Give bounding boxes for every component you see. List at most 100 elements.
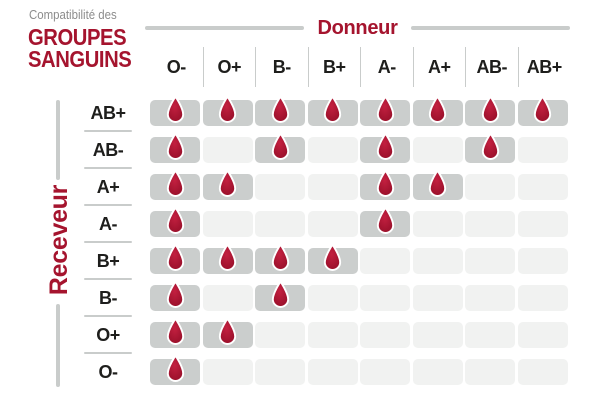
cell-receiver-B+-donor-A--incompatible — [360, 248, 410, 274]
receiver-row-label-B+: B+ — [96, 250, 120, 271]
donor-axis-line-right — [410, 26, 570, 30]
blood-drop-icon — [323, 243, 342, 271]
cell-receiver-A+-donor-A+-compatible — [412, 169, 463, 200]
cell-receiver-O+-donor-O+-compatible — [202, 317, 253, 348]
cell-receiver-O--donor-AB--incompatible — [465, 359, 515, 385]
blood-drop-icon — [166, 169, 184, 197]
cell-receiver-A--donor-B--incompatible — [255, 211, 305, 237]
cell-receiver-AB--donor-O+-incompatible — [202, 137, 253, 163]
receiver-row-label-B-: B- — [99, 287, 118, 308]
cell-receiver-B+-donor-O+-compatible — [202, 243, 253, 274]
donor-col-header-O+: O+ — [202, 47, 256, 87]
cell-receiver-O+-donor-A--incompatible — [360, 322, 410, 348]
blood-drop-icon — [481, 95, 499, 123]
cell-receiver-AB--donor-B+-incompatible — [307, 137, 358, 163]
cell-receiver-B--donor-AB--incompatible — [465, 285, 515, 311]
blood-drop-icon — [481, 132, 499, 160]
cell-receiver-AB+-donor-O+-compatible — [202, 95, 253, 126]
cell-receiver-AB+-donor-A+-compatible — [412, 95, 463, 126]
donor-col-header-B-: B- — [255, 47, 308, 87]
row-label-separator — [84, 315, 132, 317]
cell-receiver-B+-donor-AB--incompatible — [465, 248, 515, 274]
donor-col-header-AB-: AB- — [465, 47, 518, 87]
blood-drop-icon — [166, 95, 184, 123]
row-label-separator — [84, 241, 132, 243]
blood-drop-icon — [218, 243, 237, 271]
donor-axis-label: Donneur — [317, 16, 398, 39]
cell-receiver-O--donor-O+-incompatible — [202, 359, 253, 385]
cell-receiver-B+-donor-B--compatible — [255, 243, 305, 274]
donor-col-header-B+: B+ — [307, 47, 361, 87]
blood-drop-icon — [166, 317, 184, 345]
receiver-row-label-A+: A+ — [96, 176, 120, 197]
donor-axis-header: Donneur — [145, 15, 570, 41]
blood-drop-icon — [271, 280, 289, 308]
cell-receiver-B--donor-A--incompatible — [360, 285, 410, 311]
cell-receiver-O--donor-B+-incompatible — [307, 359, 358, 385]
donor-col-header-O-: O- — [166, 56, 186, 77]
cell-receiver-AB+-donor-AB+-compatible — [517, 95, 568, 126]
chart-subtitle-text: Compatibilité des — [29, 7, 117, 22]
donor-axis-line-left — [145, 26, 305, 30]
blood-drop-icon — [376, 95, 394, 123]
cell-receiver-B--donor-A+-incompatible — [412, 285, 463, 311]
compatibility-grid — [150, 95, 568, 385]
cell-receiver-AB+-donor-A--compatible — [360, 95, 410, 126]
row-label-separator — [84, 352, 132, 354]
cell-receiver-AB--donor-A+-incompatible — [412, 137, 463, 163]
row-label-separator — [84, 278, 132, 280]
cell-receiver-A--donor-A+-incompatible — [412, 211, 463, 237]
chart-title-line1: GROUPES — [28, 24, 140, 51]
blood-drop-icon — [376, 206, 394, 234]
receiver-row-label-AB+: AB+ — [90, 102, 126, 123]
cell-receiver-AB--donor-O--compatible — [150, 132, 200, 163]
cell-receiver-A+-donor-O+-compatible — [202, 169, 253, 200]
cell-receiver-A--donor-AB+-incompatible — [517, 211, 568, 237]
receiver-row-labels: AB+ AB- A+ A- B+ B- O+ O- — [82, 100, 134, 385]
cell-receiver-AB+-donor-O--compatible — [150, 95, 200, 126]
blood-drop-icon — [376, 132, 394, 160]
cell-receiver-AB--donor-B--compatible — [255, 132, 305, 163]
cell-receiver-A--donor-B+-incompatible — [307, 211, 358, 237]
cell-receiver-B--donor-B+-incompatible — [307, 285, 358, 311]
cell-receiver-AB--donor-AB--compatible — [465, 132, 515, 163]
cell-receiver-B+-donor-A+-incompatible — [412, 248, 463, 274]
cell-receiver-AB+-donor-B+-compatible — [307, 95, 358, 126]
receiver-row-label-O+: O+ — [96, 324, 120, 345]
blood-drop-icon — [166, 354, 184, 382]
cell-receiver-A--donor-O+-incompatible — [202, 211, 253, 237]
blood-drop-icon — [166, 132, 184, 160]
cell-receiver-A--donor-O--compatible — [150, 206, 200, 237]
blood-drop-icon — [218, 95, 237, 123]
cell-receiver-O--donor-A--incompatible — [360, 359, 410, 385]
chart-title-line2: SANGUINS — [28, 46, 145, 73]
cell-receiver-O+-donor-A+-incompatible — [412, 322, 463, 348]
blood-drop-icon — [271, 132, 289, 160]
chart-title-line2-text: SANGUINS — [28, 46, 132, 72]
cell-receiver-B+-donor-O--compatible — [150, 243, 200, 274]
cell-receiver-AB+-donor-AB--compatible — [465, 95, 515, 126]
receiver-axis-line-bottom — [56, 304, 60, 387]
cell-receiver-O--donor-O--compatible — [150, 354, 200, 385]
blood-drop-icon — [218, 169, 237, 197]
blood-drop-icon — [218, 317, 237, 345]
cell-receiver-O+-donor-O--compatible — [150, 317, 200, 348]
cell-receiver-O--donor-B--incompatible — [255, 359, 305, 385]
cell-receiver-O--donor-A+-incompatible — [412, 359, 463, 385]
donor-column-headers: O- O+ B- B+ A- A+ AB- AB+ — [150, 47, 570, 87]
cell-receiver-B--donor-O--compatible — [150, 280, 200, 311]
cell-receiver-A+-donor-AB+-incompatible — [517, 174, 568, 200]
cell-receiver-A+-donor-B+-incompatible — [307, 174, 358, 200]
blood-drop-icon — [166, 206, 184, 234]
row-label-separator — [84, 204, 132, 206]
row-label-separator — [84, 130, 132, 132]
cell-receiver-B--donor-B--compatible — [255, 280, 305, 311]
blood-drop-icon — [376, 169, 394, 197]
cell-receiver-AB--donor-A--compatible — [360, 132, 410, 163]
blood-drop-icon — [428, 169, 447, 197]
cell-receiver-A+-donor-B--incompatible — [255, 174, 305, 200]
cell-receiver-B--donor-AB+-incompatible — [517, 285, 568, 311]
receiver-row-label-AB-: AB- — [92, 139, 124, 160]
chart-subtitle: Compatibilité des — [29, 7, 129, 22]
